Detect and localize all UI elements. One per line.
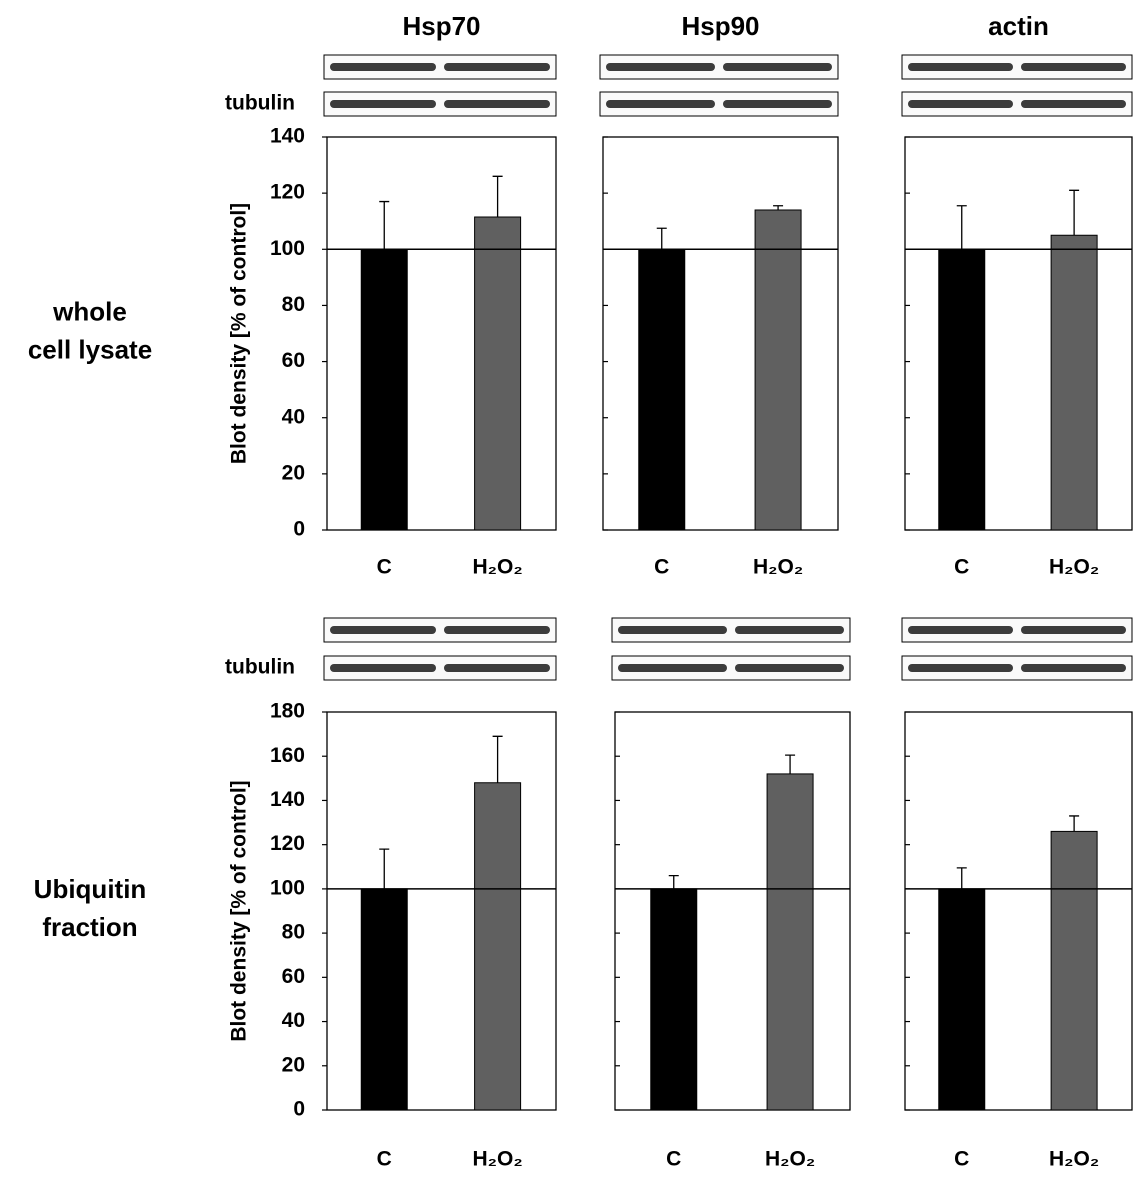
y-tick-label: 140 [270,125,305,148]
blot-band [330,63,436,71]
y-tick-label: 60 [282,349,305,372]
x-tick-label: C [377,556,392,579]
x-tick-label: C [954,556,969,579]
tubulin-blot-band [606,100,715,108]
y-tick-label: 80 [282,921,305,944]
error-bar [1069,190,1079,235]
error-bar [957,206,967,250]
bar [475,217,521,530]
error-bar [785,755,795,774]
y-tick-label: 160 [270,744,305,767]
blot-band [444,626,550,634]
error-bar [379,202,389,250]
tubulin-blot-band [330,100,436,108]
bar [1051,831,1097,1110]
blot-band [735,626,844,634]
x-tick-label: C [654,556,669,579]
bar [361,889,407,1110]
y-tick-label: 0 [293,1098,305,1121]
blot-band [1021,63,1126,71]
bar [651,889,697,1110]
blot-label: tubulin [225,656,295,679]
y-tick-label: 0 [293,518,305,541]
x-tick-label: H₂O₂ [765,1148,815,1171]
tubulin-blot-band [723,100,832,108]
x-tick-label: C [377,1148,392,1171]
panel-title: Hsp70 [402,11,480,41]
error-bar [493,736,503,782]
y-tick-label: 180 [270,700,305,723]
bar [639,249,685,530]
bar [361,249,407,530]
y-tick-label: 100 [270,237,305,260]
blot-band [444,63,550,71]
y-tick-label: 40 [282,1009,305,1032]
blot-band [908,63,1013,71]
blot-band [1021,626,1126,634]
error-bar [493,176,503,217]
y-tick-label: 20 [282,1053,305,1076]
error-bar [1069,816,1079,831]
x-tick-label: H₂O₂ [473,556,523,579]
y-tick-label: 120 [270,832,305,855]
y-tick-label: 40 [282,405,305,428]
y-tick-label: 60 [282,965,305,988]
y-axis-label: Blot density [% of control] [228,780,251,1041]
x-tick-label: H₂O₂ [1049,556,1099,579]
y-tick-label: 120 [270,181,305,204]
figure: Hsp70 tubulin wholecell lysate Blot density… [0,0,1133,1182]
x-tick-label: C [666,1148,681,1171]
tubulin-blot-band [330,664,436,672]
x-tick-label: H₂O₂ [1049,1148,1099,1171]
bar [939,249,985,530]
blot-band [618,626,727,634]
error-bar [657,228,667,249]
error-bar [957,868,967,889]
blot-label: tubulin [225,92,295,115]
error-bar [669,876,679,889]
y-axis-label: Blot density [% of control] [228,203,251,464]
panel-title: Hsp90 [681,11,759,41]
y-tick-label: 140 [270,788,305,811]
panel-title: actin [988,11,1049,41]
y-tick-label: 100 [270,876,305,899]
tubulin-blot-band [444,664,550,672]
blot-band [606,63,715,71]
x-tick-label: H₂O₂ [753,556,803,579]
blot-band [908,626,1013,634]
tubulin-blot-band [1021,664,1126,672]
tubulin-blot-band [1021,100,1126,108]
tubulin-blot-band [908,100,1013,108]
y-tick-label: 80 [282,293,305,316]
tubulin-blot-band [908,664,1013,672]
x-tick-label: H₂O₂ [473,1148,523,1171]
blot-band [723,63,832,71]
bar [1051,235,1097,530]
blot-band [330,626,436,634]
bar [767,774,813,1110]
bar [755,210,801,530]
bar [939,889,985,1110]
tubulin-blot-band [444,100,550,108]
tubulin-blot-band [735,664,844,672]
error-bar [379,849,389,889]
error-bar [773,206,783,210]
bar [475,783,521,1110]
tubulin-blot-band [618,664,727,672]
y-tick-label: 20 [282,461,305,484]
x-tick-label: C [954,1148,969,1171]
